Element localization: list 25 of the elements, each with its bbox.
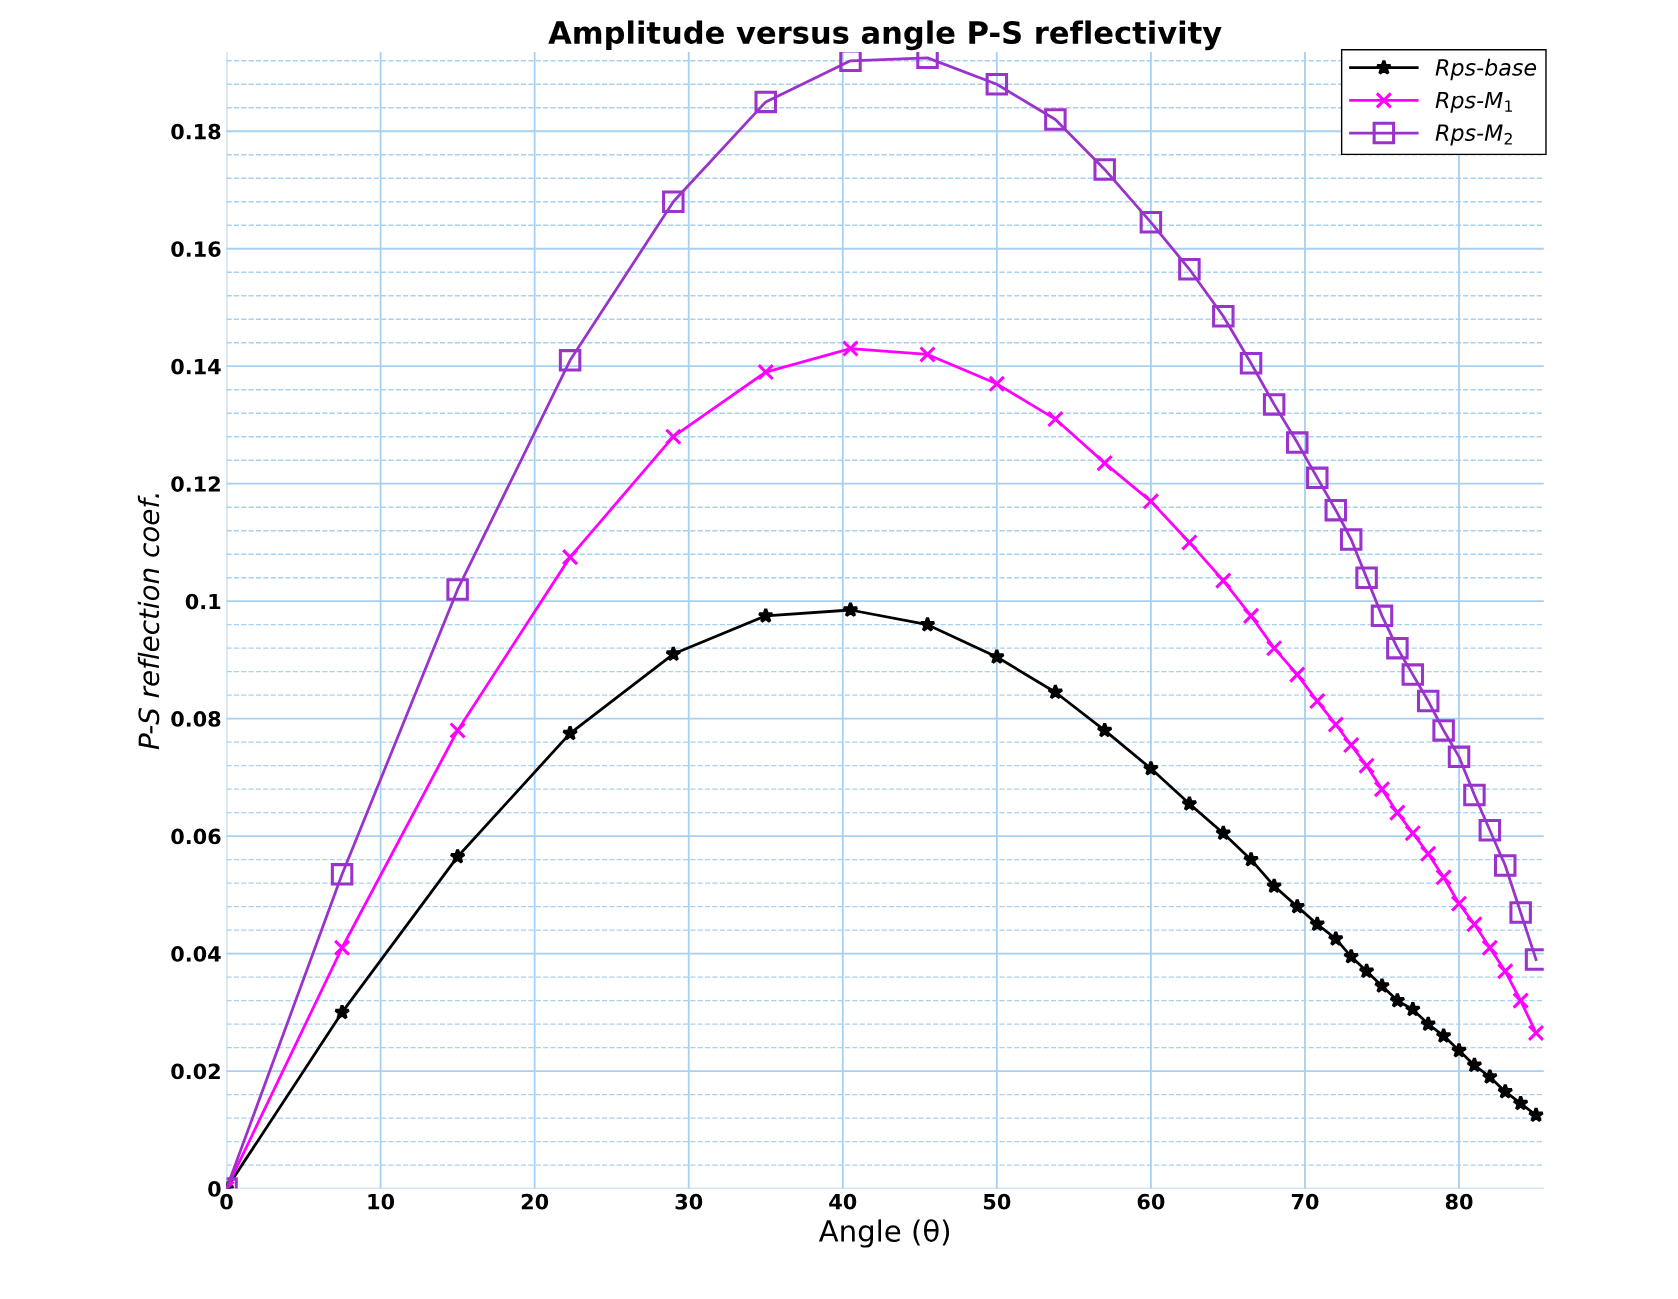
y-tick-label: 0.04: [171, 946, 221, 962]
y-tick-label: 0.16: [171, 241, 221, 257]
x-tick-label: 20: [521, 1193, 549, 1210]
y-tick-label: 0.06: [171, 828, 221, 845]
y-tick-label: 0.12: [171, 476, 220, 492]
x-tick-label: 0: [220, 1193, 233, 1210]
x-tick-label: 30: [675, 1193, 703, 1210]
legend-label: Rps-M$_{2}$: [1435, 124, 1512, 146]
chart-title: Amplitude versus angle P-S reflectivity: [548, 20, 1222, 51]
y-tick-label: 0.1: [185, 593, 221, 610]
x-tick-label: 10: [368, 1193, 395, 1210]
y-axis-title: P-S reflection coef.: [137, 494, 160, 750]
y-tick-label: 0.08: [171, 711, 221, 727]
x-tick-label: 70: [1291, 1193, 1319, 1210]
y-tick-label: 0: [208, 1181, 221, 1197]
x-tick-label: 80: [1445, 1193, 1473, 1210]
legend-label: Rps-M$_{1}$: [1435, 91, 1512, 113]
x-tick-label: 50: [983, 1193, 1011, 1210]
y-tick-label: 0.18: [171, 123, 221, 140]
legend-label: Rps-base: [1435, 58, 1537, 81]
x-tick-label: 40: [829, 1193, 857, 1210]
x-axis-title: Angle (θ): [818, 1219, 950, 1248]
y-tick-label: 0.02: [171, 1063, 220, 1080]
x-tick-label: 60: [1137, 1193, 1165, 1210]
y-tick-label: 0.14: [171, 358, 221, 375]
